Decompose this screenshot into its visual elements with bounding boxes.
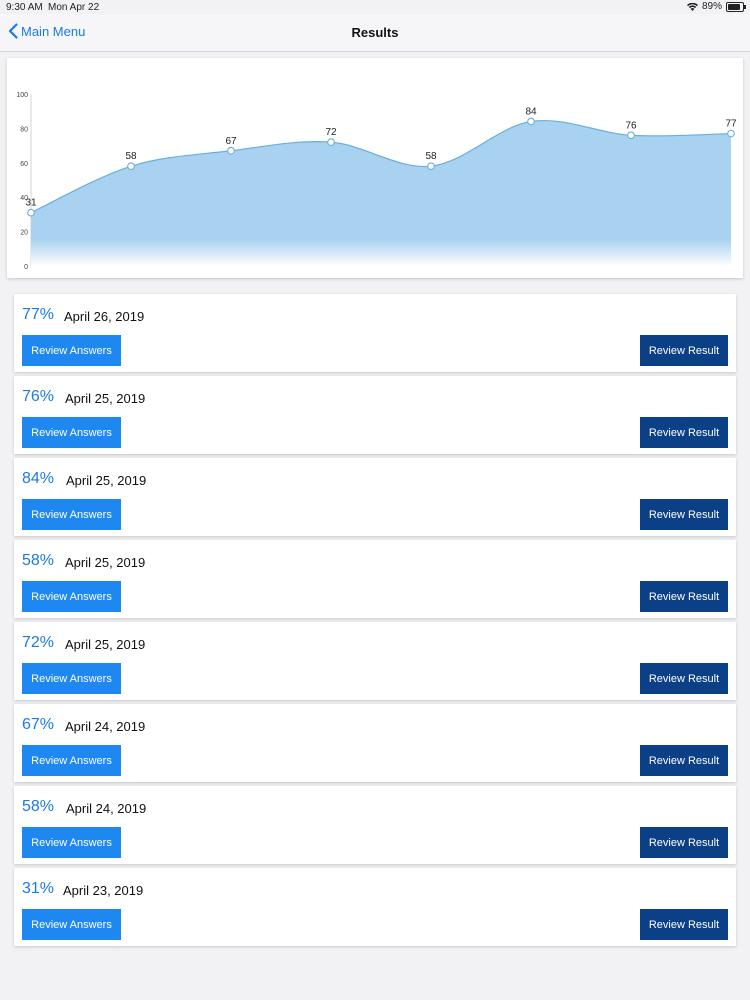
review-answers-button[interactable]: Review Answers (22, 745, 121, 776)
chevron-left-icon (8, 23, 18, 39)
battery-icon (726, 1, 746, 12)
y-tick-label: 80 (20, 126, 28, 133)
data-point (527, 117, 535, 126)
result-date: April 25, 2019 (65, 555, 146, 570)
status-bar: 9:30 AM Mon Apr 22 89% (0, 0, 750, 14)
data-label: 77 (725, 119, 737, 130)
review-answers-button[interactable]: Review Answers (22, 909, 121, 940)
result-card: 76% April 25, 2019 Review Answers Review Re… (14, 376, 736, 454)
result-card: 72% April 25, 2019 Review Answers Review Re… (14, 622, 736, 700)
data-label: 76 (625, 120, 637, 131)
data-label: 67 (225, 136, 237, 147)
data-point (727, 129, 735, 138)
result-card: 58% April 24, 2019 Review Answers Review Re… (14, 786, 736, 864)
back-label: Main Menu (21, 23, 86, 39)
result-score: 76% (22, 388, 55, 405)
review-result-button[interactable]: Review Result (640, 417, 728, 448)
review-result-button[interactable]: Review Result (640, 581, 728, 612)
result-score: 67% (22, 716, 55, 733)
data-label: 58 (125, 151, 137, 162)
review-result-button[interactable]: Review Result (640, 909, 728, 940)
review-answers-button[interactable]: Review Answers (22, 417, 121, 448)
wifi-icon (686, 2, 698, 11)
main-menu-back-button[interactable]: Main Menu (8, 23, 85, 39)
data-points: 31 58 67 72 58 84 76 77 (25, 107, 737, 217)
result-date: April 25, 2019 (66, 473, 147, 488)
results-list: 77% April 26, 2019 Review Answers Review Re… (14, 294, 736, 950)
data-label: 72 (325, 127, 337, 138)
result-card: 67% April 24, 2019 Review Answers Review Re… (14, 704, 736, 782)
data-point (227, 146, 235, 155)
y-axis: 0 20 40 60 80 100 (16, 92, 32, 271)
y-tick-label: 20 (20, 230, 28, 237)
result-date: April 25, 2019 (65, 637, 146, 652)
result-date: April 24, 2019 (65, 719, 146, 734)
result-score: 58% (22, 798, 55, 815)
review-result-button[interactable]: Review Result (640, 827, 728, 858)
review-result-button[interactable]: Review Result (640, 663, 728, 694)
score-area-chart: 0 20 40 60 80 100 31 58 67 72 58 84 76 77 (16, 92, 737, 271)
result-card: 84% April 25, 2019 Review Answers Review Re… (14, 458, 736, 536)
result-date: April 26, 2019 (64, 309, 145, 324)
review-result-button[interactable]: Review Result (640, 335, 728, 366)
score-area (31, 120, 731, 266)
result-score: 77% (22, 306, 55, 323)
result-score: 31% (22, 880, 55, 897)
status-time: 9:30 AM (6, 2, 43, 13)
result-card: 31% April 23, 2019 Review Answers Review Re… (14, 868, 736, 946)
data-point (27, 208, 35, 217)
result-date: April 23, 2019 (63, 883, 144, 898)
review-answers-button[interactable]: Review Answers (22, 335, 121, 366)
score-line (30, 120, 732, 214)
review-answers-button[interactable]: Review Answers (22, 499, 121, 530)
data-label: 58 (425, 151, 437, 162)
y-tick-label: 60 (20, 161, 28, 168)
result-date: April 25, 2019 (65, 391, 146, 406)
result-date: April 24, 2019 (66, 801, 147, 816)
review-answers-button[interactable]: Review Answers (22, 827, 121, 858)
y-tick-label: 100 (16, 92, 28, 99)
result-card: 58% April 25, 2019 Review Answers Review Re… (14, 540, 736, 618)
navigation-bar: Main Menu Results (0, 14, 750, 52)
review-result-button[interactable]: Review Result (640, 745, 728, 776)
results-chart-card: 0 20 40 60 80 100 31 58 67 72 58 84 76 77 (7, 58, 743, 278)
data-point (427, 162, 435, 171)
review-answers-button[interactable]: Review Answers (22, 663, 121, 694)
data-label: 31 (25, 198, 37, 209)
y-tick-label: 40 (20, 195, 28, 202)
data-label: 84 (525, 107, 537, 118)
y-tick-label: 0 (24, 264, 28, 271)
review-result-button[interactable]: Review Result (640, 499, 728, 530)
status-indicators: 89% (686, 1, 746, 12)
result-score: 84% (22, 470, 55, 487)
review-answers-button[interactable]: Review Answers (22, 581, 121, 612)
data-point (627, 131, 635, 140)
page-title: Results (351, 25, 399, 40)
battery-fill (728, 3, 741, 10)
result-score: 72% (22, 634, 55, 651)
result-score: 58% (22, 552, 55, 569)
status-date: Mon Apr 22 (48, 2, 100, 13)
data-point (327, 138, 335, 147)
data-point (127, 162, 135, 171)
result-card: 77% April 26, 2019 Review Answers Review Re… (14, 294, 736, 372)
battery-percent: 89% (701, 1, 722, 12)
